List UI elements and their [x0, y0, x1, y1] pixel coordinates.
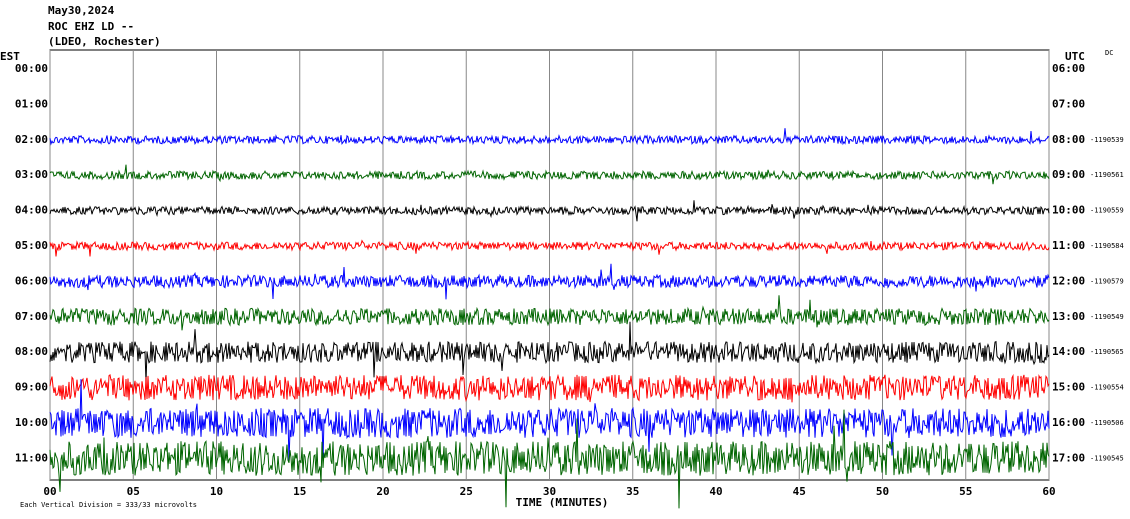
trace-id: -1190559 — [1090, 207, 1124, 215]
utc-label: 07:00 — [1052, 97, 1085, 110]
trace — [49, 239, 1050, 257]
x-tick-label: 60 — [1042, 485, 1055, 498]
trace — [49, 164, 1050, 185]
utc-label: 11:00 — [1052, 239, 1085, 252]
est-label: 08:00 — [15, 345, 48, 358]
utc-label: 15:00 — [1052, 381, 1085, 394]
utc-label: 09:00 — [1052, 168, 1085, 181]
corner-note: DC — [1105, 49, 1113, 57]
est-label: 02:00 — [15, 133, 48, 146]
x-tick-label: 00 — [43, 485, 56, 498]
x-tick-label: 25 — [460, 485, 473, 498]
x-tick-label: 20 — [376, 485, 389, 498]
est-label: 07:00 — [15, 310, 48, 323]
title-line: May30,2024 — [48, 4, 115, 17]
est-label: 10:00 — [15, 416, 48, 429]
utc-label: 16:00 — [1052, 416, 1085, 429]
utc-label: 06:00 — [1052, 62, 1085, 75]
title-line: ROC EHZ LD -- — [48, 20, 134, 33]
x-axis-label: TIME (MINUTES) — [516, 496, 609, 509]
trace — [49, 263, 1050, 300]
trace — [49, 200, 1050, 222]
trace-id: -1190561 — [1090, 171, 1124, 179]
trace-id: -1190554 — [1090, 384, 1124, 392]
x-tick-label: 35 — [626, 485, 639, 498]
left-axis-label: EST — [0, 50, 20, 63]
trace — [49, 128, 1050, 146]
trace-id: -1190506 — [1090, 419, 1124, 427]
right-axis-label: UTC — [1065, 50, 1085, 63]
est-label: 09:00 — [15, 381, 48, 394]
x-tick-label: 10 — [210, 485, 223, 498]
footer: Each Vertical Division = 333/33 microvol… — [20, 501, 197, 509]
title-line: (LDEO, Rochester) — [48, 35, 161, 48]
utc-label: 08:00 — [1052, 133, 1085, 146]
x-tick-label: 30 — [543, 485, 556, 498]
trace-id: -1190565 — [1090, 348, 1124, 356]
trace-id: -1190579 — [1090, 277, 1124, 285]
trace — [49, 379, 1050, 463]
utc-label: 13:00 — [1052, 310, 1085, 323]
trace — [49, 295, 1050, 331]
est-label: 00:00 — [15, 62, 48, 75]
trace — [49, 373, 1050, 403]
trace — [49, 321, 1050, 383]
x-tick-label: 45 — [793, 485, 806, 498]
x-tick-label: 40 — [709, 485, 722, 498]
trace — [49, 409, 1050, 509]
est-label: 04:00 — [15, 204, 48, 217]
trace-id: -1190549 — [1090, 313, 1124, 321]
trace-id: -1190539 — [1090, 136, 1124, 144]
est-label: 01:00 — [15, 97, 48, 110]
x-tick-label: 05 — [127, 485, 140, 498]
trace-id: -1190584 — [1090, 242, 1124, 250]
est-label: 11:00 — [15, 451, 48, 464]
x-tick-label: 50 — [876, 485, 889, 498]
trace-id: -1190545 — [1090, 454, 1124, 462]
utc-label: 17:00 — [1052, 451, 1085, 464]
est-label: 06:00 — [15, 274, 48, 287]
x-tick-label: 55 — [959, 485, 972, 498]
utc-label: 14:00 — [1052, 345, 1085, 358]
est-label: 03:00 — [15, 168, 48, 181]
utc-label: 12:00 — [1052, 274, 1085, 287]
utc-label: 10:00 — [1052, 204, 1085, 217]
x-tick-label: 15 — [293, 485, 306, 498]
est-label: 05:00 — [15, 239, 48, 252]
